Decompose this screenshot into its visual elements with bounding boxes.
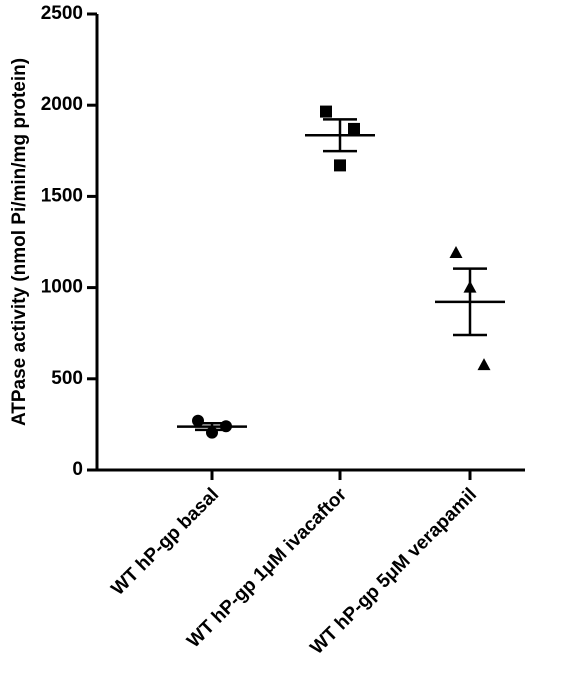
plot-area [177,105,505,439]
series-group [305,105,375,172]
y-tick-label: 1500 [41,185,83,206]
y-tick-label: 500 [51,368,83,389]
y-axis: 0 500 1000 1500 2000 2500 [41,3,99,480]
x-category-label: WT hP-gp basal [107,484,223,600]
data-point [320,105,332,118]
y-tick-label: 1000 [41,277,83,298]
y-tick-label: 2000 [41,94,83,115]
data-point [477,358,491,371]
series-group [177,414,247,439]
data-point [348,122,360,135]
data-point [449,245,463,258]
data-point [192,414,204,427]
data-point [334,159,346,172]
y-axis-title: ATPase activity (nmol Pi/min/mg protein) [9,58,30,426]
y-tick-label: 0 [72,459,83,480]
y-tick-label: 2500 [41,3,83,24]
series-group [435,245,505,371]
data-point [206,426,218,439]
data-point [220,420,232,433]
data-point [463,280,477,293]
